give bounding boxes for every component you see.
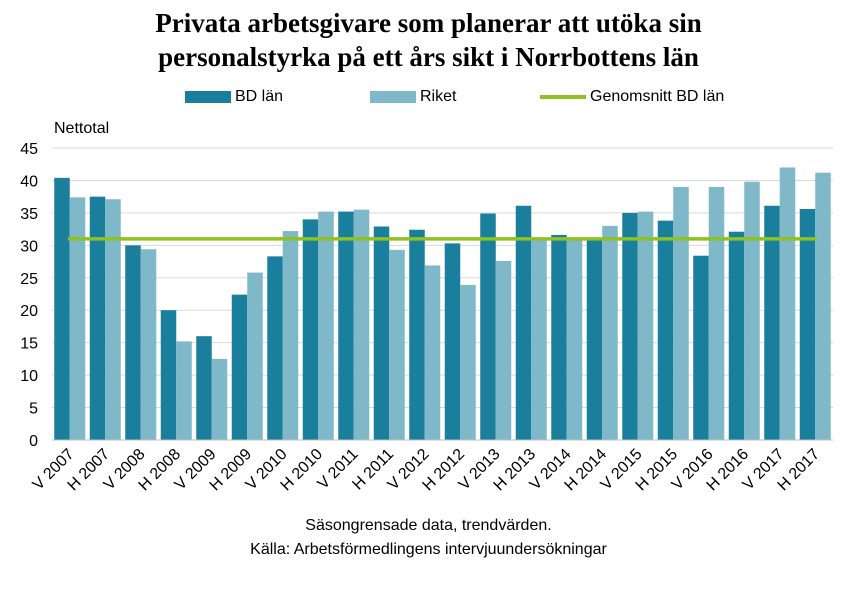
bar-riket xyxy=(637,211,654,440)
bar-bd-lan xyxy=(551,234,567,440)
bar-riket xyxy=(460,284,476,440)
y-tick-label: 0 xyxy=(29,433,38,450)
footer-source: Källa: Arbetsförmedlingens intervjuunder… xyxy=(250,541,607,558)
chart-title-line-1: Privata arbetsgivare som planerar att ut… xyxy=(155,8,702,38)
bar-bd-lan xyxy=(196,336,212,440)
footer-note: Säsongrensade data, trendvärden. xyxy=(305,517,552,534)
bar-riket xyxy=(140,249,157,440)
bar-bd-lan xyxy=(231,294,248,440)
bar-riket xyxy=(708,186,725,440)
bar-bd-lan xyxy=(622,212,638,440)
bar-bd-lan xyxy=(728,231,745,440)
bar-riket xyxy=(602,225,618,440)
legend-label-average: Genomsnitt BD län xyxy=(590,88,725,105)
bar-riket xyxy=(318,211,334,440)
bar-bd-lan xyxy=(586,238,603,440)
y-tick-label: 10 xyxy=(20,368,38,385)
legend-swatch-average xyxy=(540,95,586,99)
legend-swatch-bd-lan xyxy=(185,91,231,103)
legend-label-riket: Riket xyxy=(420,88,457,105)
bar-riket xyxy=(673,186,689,440)
bar-riket xyxy=(531,238,547,440)
bar-bd-lan xyxy=(515,205,532,440)
bar-bd-lan xyxy=(409,229,425,440)
bar-bd-lan xyxy=(657,220,674,440)
bar-riket xyxy=(566,238,583,440)
bar-bd-lan xyxy=(54,177,70,441)
y-tick-label: 25 xyxy=(20,271,38,288)
bar-bd-lan xyxy=(302,219,319,440)
bar-bd-lan xyxy=(444,243,461,440)
bar-bd-lan xyxy=(338,211,354,440)
bar-riket xyxy=(105,199,121,440)
chart-title: Privata arbetsgivare som planerar att ut… xyxy=(0,6,857,74)
bar-riket xyxy=(211,358,228,440)
bar-riket xyxy=(176,341,192,440)
bar-bd-lan xyxy=(89,196,106,440)
bar-bd-lan xyxy=(267,256,283,440)
legend-item-bd-lan: BD län xyxy=(185,88,283,106)
bar-riket xyxy=(779,167,796,440)
bar-bd-lan xyxy=(125,245,141,440)
legend-item-average: Genomsnitt BD län xyxy=(540,88,724,106)
bar-riket xyxy=(69,197,86,440)
bar-bd-lan xyxy=(693,255,709,440)
bar-riket xyxy=(247,272,263,440)
legend-swatch-riket xyxy=(370,91,416,103)
chart-legend: BD län Riket Genomsnitt BD län xyxy=(0,88,857,108)
bar-riket xyxy=(353,209,370,440)
legend-label-bd-lan: BD län xyxy=(235,88,284,105)
y-tick-label: 30 xyxy=(20,238,38,255)
bar-riket xyxy=(282,231,299,440)
y-tick-label: 45 xyxy=(20,141,38,158)
bar-riket xyxy=(744,181,760,440)
legend-item-riket: Riket xyxy=(370,88,456,106)
y-tick-label: 15 xyxy=(20,336,38,353)
bar-riket xyxy=(495,260,512,440)
bar-bd-lan xyxy=(480,213,496,440)
y-tick-label: 20 xyxy=(20,303,38,320)
bar-bd-lan xyxy=(373,226,390,440)
bar-riket xyxy=(815,172,831,440)
bar-bd-lan xyxy=(764,205,780,440)
bar-bd-lan xyxy=(799,208,816,440)
bar-bd-lan xyxy=(160,310,177,440)
chart-title-line-2: personalstyrka på ett års sikt i Norrbot… xyxy=(158,42,699,72)
bar-riket xyxy=(389,249,405,440)
y-tick-label: 5 xyxy=(29,401,38,418)
y-axis-label: Nettotal xyxy=(54,120,110,137)
bar-riket xyxy=(424,265,441,440)
y-tick-label: 40 xyxy=(20,173,38,190)
y-tick-label: 35 xyxy=(20,206,38,223)
